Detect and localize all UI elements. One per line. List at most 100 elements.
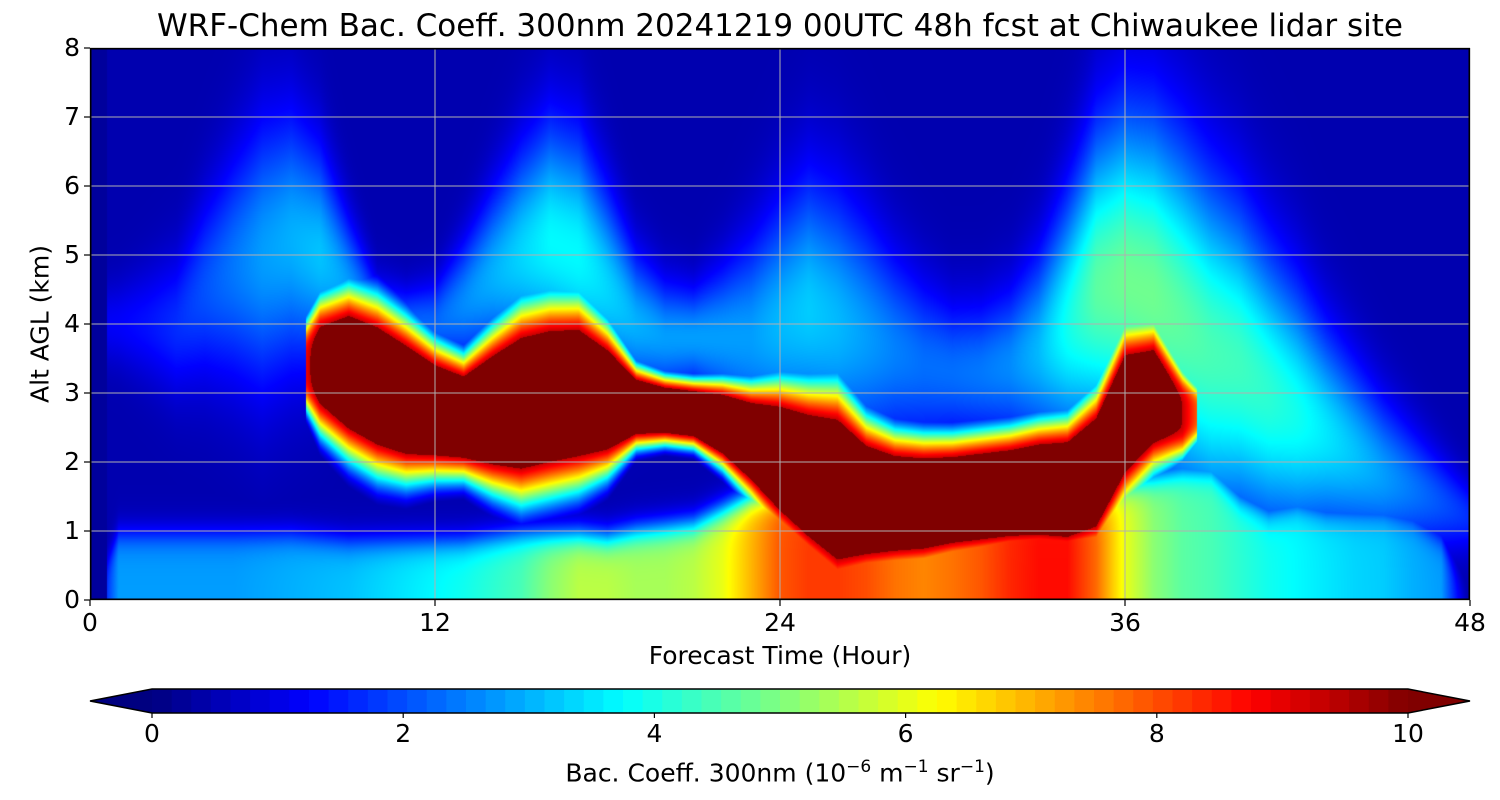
chart-title: WRF-Chem Bac. Coeff. 300nm 20241219 00UT… (157, 8, 1403, 44)
colorbar-segment-48 (1094, 689, 1115, 713)
colorbar-segment-2 (191, 689, 212, 713)
colorbar-segment-36 (858, 689, 879, 713)
y-tick-label-5: 5 (64, 240, 80, 269)
colorbar-tick-label-1: 2 (395, 719, 412, 748)
y-tick-label-3: 3 (64, 378, 80, 407)
colorbar-segment-1 (171, 689, 192, 713)
colorbar-segment-6 (269, 689, 290, 713)
colorbar-segment-17 (485, 689, 506, 713)
colorbar-segment-28 (701, 689, 722, 713)
x-axis-label: Forecast Time (Hour) (648, 641, 912, 670)
colorbar-tick-label-3: 6 (897, 719, 914, 748)
colorbar-segment-0 (152, 689, 173, 713)
colorbar-segment-42 (976, 689, 997, 713)
y-tick-label-4: 4 (64, 309, 80, 338)
colorbar-segment-27 (681, 689, 703, 713)
colorbar-segment-7 (289, 689, 310, 713)
colorbar-segment-32 (780, 689, 801, 713)
colorbar-segment-46 (1054, 689, 1075, 713)
colorbar-tick-label-0: 0 (144, 719, 160, 748)
colorbar-label-end: ) (984, 758, 995, 788)
colorbar-segment-9 (328, 689, 349, 713)
colorbar-segment-39 (917, 689, 938, 713)
colorbar-segment-49 (1113, 689, 1134, 713)
y-tick-label-6: 6 (64, 171, 80, 200)
colorbar-segment-43 (995, 689, 1017, 713)
colorbar-segment-63 (1388, 689, 1409, 713)
colorbar-label-unit-1: m (871, 758, 904, 788)
y-tick-label-8: 8 (64, 33, 80, 62)
colorbar-label-exp-2: −1 (903, 757, 929, 777)
colorbar-extend-low (90, 689, 152, 713)
plot-frame (90, 48, 1470, 600)
colorbar-label-exp-3: −1 (959, 757, 985, 777)
colorbar-segment-4 (230, 689, 251, 713)
colorbar-segment-61 (1349, 689, 1370, 713)
colorbar-label-exp-1: −6 (846, 757, 872, 777)
colorbar-segment-38 (897, 689, 918, 713)
colorbar-segment-55 (1231, 689, 1252, 713)
colorbar-segment-56 (1251, 689, 1272, 713)
colorbar-tick-label-4: 8 (1148, 719, 1165, 748)
x-tick-label-2: 24 (764, 608, 796, 637)
colorbar-segment-30 (740, 689, 761, 713)
colorbar (89, 688, 1471, 718)
y-tick-label-7: 7 (64, 102, 80, 131)
colorbar-segment-10 (348, 689, 369, 713)
y-tick-label-0: 0 (64, 585, 80, 614)
x-tick-label-0: 0 (82, 608, 98, 637)
colorbar-label-main: Bac. Coeff. 300nm (10 (565, 758, 847, 788)
colorbar-tick-label-5: 10 (1392, 719, 1424, 748)
y-axis-label: Alt AGL (km) (25, 244, 55, 404)
colorbar-segment-47 (1074, 689, 1095, 713)
colorbar-label: Bac. Coeff. 300nm (10−6 m−1 sr−1) (90, 757, 1470, 787)
colorbar-segment-29 (721, 689, 742, 713)
x-tick-label-3: 36 (1109, 608, 1141, 637)
colorbar-segment-59 (1309, 689, 1331, 713)
colorbar-segment-53 (1192, 689, 1213, 713)
colorbar-segment-58 (1290, 689, 1311, 713)
colorbar-segment-52 (1172, 689, 1193, 713)
y-tick-label-2: 2 (64, 447, 80, 476)
colorbar-segment-45 (1035, 689, 1056, 713)
colorbar-segment-8 (309, 689, 330, 713)
colorbar-segment-26 (662, 689, 683, 713)
colorbar-segment-12 (387, 689, 408, 713)
colorbar-segment-31 (760, 689, 781, 713)
colorbar-segment-51 (1152, 689, 1174, 713)
colorbar-segment-37 (878, 689, 899, 713)
colorbar-segment-14 (426, 689, 447, 713)
colorbar-label-unit-2: sr (928, 758, 960, 788)
colorbar-segment-22 (583, 689, 604, 713)
colorbar-segment-13 (407, 689, 428, 713)
colorbar-segment-50 (1133, 689, 1154, 713)
colorbar-segment-18 (505, 689, 526, 713)
colorbar-segment-24 (623, 689, 644, 713)
colorbar-segment-62 (1368, 689, 1389, 713)
colorbar-segment-57 (1270, 689, 1291, 713)
colorbar-segment-41 (956, 689, 977, 713)
x-tick-label-1: 12 (419, 608, 451, 637)
colorbar-segment-44 (1015, 689, 1036, 713)
y-tick-label-1: 1 (64, 516, 80, 545)
colorbar-segment-54 (1211, 689, 1232, 713)
x-tick-label-4: 48 (1454, 608, 1486, 637)
colorbar-segment-11 (367, 689, 389, 713)
colorbar-segment-40 (937, 689, 958, 713)
plot-overlay (84, 47, 1471, 606)
colorbar-tick-label-2: 4 (646, 719, 663, 748)
plot-area (84, 47, 1471, 606)
colorbar-segment-34 (819, 689, 840, 713)
colorbar-segment-35 (838, 689, 860, 713)
colorbar-segment-33 (799, 689, 820, 713)
colorbar-segment-5 (250, 689, 271, 713)
colorbar-segment-19 (524, 689, 546, 713)
colorbar-segment-15 (446, 689, 467, 713)
colorbar-segment-3 (210, 689, 232, 713)
colorbar-segment-21 (564, 689, 585, 713)
colorbar-segment-25 (642, 689, 663, 713)
colorbar-segment-23 (603, 689, 624, 713)
colorbar-segment-20 (544, 689, 565, 713)
colorbar-segment-60 (1329, 689, 1350, 713)
colorbar-extend-high (1408, 689, 1470, 713)
